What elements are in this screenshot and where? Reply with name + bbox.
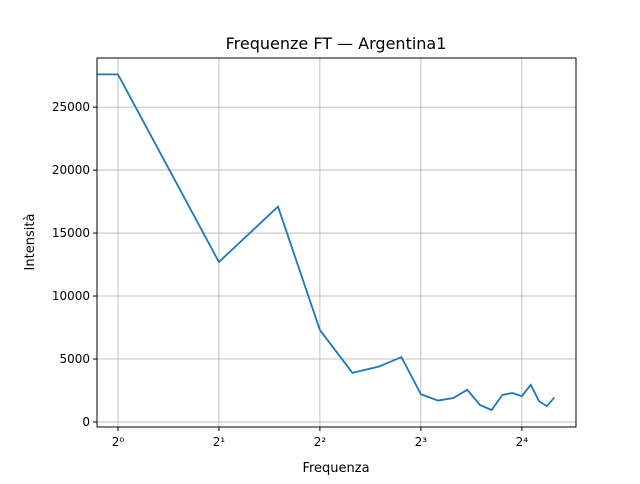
x-tick-label: 2⁴ — [516, 435, 529, 449]
x-tick-label: 2² — [314, 435, 327, 449]
y-axis-label: Intensità — [23, 214, 38, 271]
axes-frame — [96, 57, 577, 428]
data-line — [97, 73, 556, 412]
y-tick-label: 25000 — [52, 100, 90, 114]
x-axis-label: Frequenza — [302, 461, 369, 476]
x-tick-label: 2⁰ — [112, 435, 125, 449]
plot — [97, 73, 556, 412]
x-tick-label: 2¹ — [213, 435, 226, 449]
x-tick-label: 2³ — [415, 435, 428, 449]
y-tick-label: 0 — [82, 415, 90, 429]
chart-title: Frequenze FT — Argentina1 — [226, 34, 447, 53]
y-tick-label: 20000 — [52, 163, 90, 177]
grid — [97, 58, 576, 427]
y-tick-label: 10000 — [52, 289, 90, 303]
y-tick-label: 15000 — [52, 226, 90, 240]
y-tick-label: 5000 — [59, 352, 90, 366]
